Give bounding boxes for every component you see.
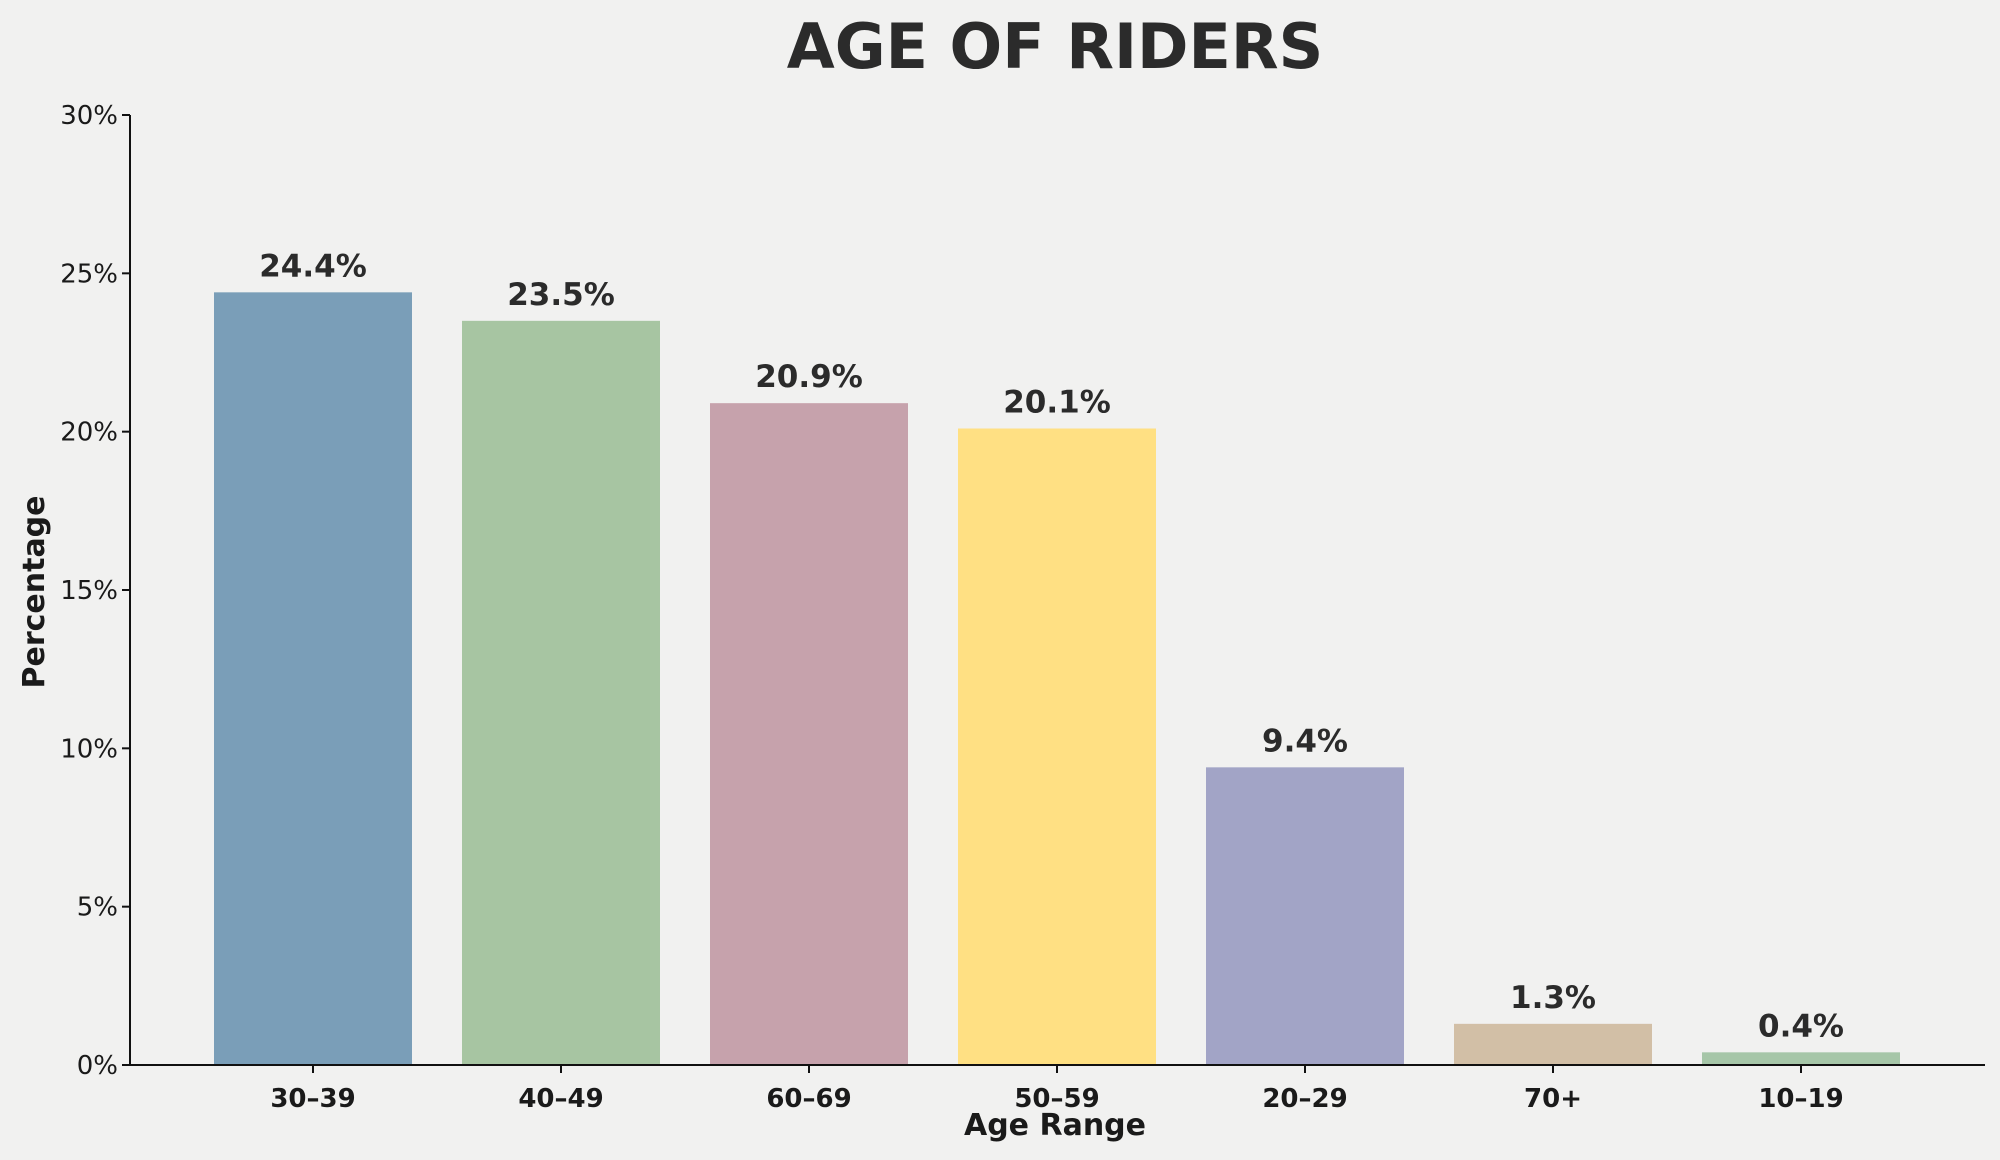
y-tick-label: 30% [60, 101, 118, 131]
bar-7 [1702, 1052, 1900, 1065]
bar-value-label: 9.4% [1262, 723, 1348, 759]
bar-value-label: 24.4% [259, 248, 367, 284]
bar-1 [214, 292, 412, 1065]
bar-value-label: 20.1% [1003, 385, 1111, 421]
x-tick-label: 50–59 [1014, 1084, 1099, 1114]
bars [214, 292, 1900, 1066]
x-tick-label: 10–19 [1758, 1084, 1843, 1114]
y-tick-label: 20% [60, 418, 118, 448]
bar-3 [710, 403, 908, 1066]
x-axis-label: Age Range [964, 1108, 1146, 1143]
y-tick-label: 10% [60, 734, 118, 764]
x-tick-label: 70+ [1524, 1084, 1582, 1114]
x-tick-label: 30–39 [270, 1084, 355, 1114]
bar-6 [1454, 1023, 1652, 1065]
x-axis-ticks: 30–39 40–49 60–69 50–59 20–29 70+ 10–19 [270, 1065, 1844, 1114]
chart-title: AGE OF RIDERS [787, 10, 1323, 83]
bar-5 [1206, 767, 1404, 1065]
y-tick-label: 15% [60, 576, 118, 606]
bar-4 [958, 428, 1156, 1065]
x-tick-label: 60–69 [766, 1084, 851, 1114]
y-tick-label: 25% [60, 259, 118, 289]
bar-value-label: 0.4% [1758, 1008, 1844, 1044]
x-tick-label: 20–29 [1262, 1084, 1347, 1114]
y-tick-label: 5% [77, 893, 118, 923]
y-axis-label: Percentage [17, 495, 52, 688]
bar-value-label: 20.9% [755, 359, 863, 395]
bar-value-label: 1.3% [1510, 980, 1596, 1016]
bar-value-label: 23.5% [507, 277, 615, 313]
y-tick-label: 0% [77, 1051, 118, 1081]
x-tick-label: 40–49 [518, 1084, 603, 1114]
data-labels: 24.4% 23.5% 20.9% 20.1% 9.4% 1.3% 0.4% [259, 248, 1844, 1044]
bar-2 [462, 320, 660, 1065]
y-axis-ticks: 0% 5% 10% 15% 20% 25% 30% [60, 101, 130, 1081]
